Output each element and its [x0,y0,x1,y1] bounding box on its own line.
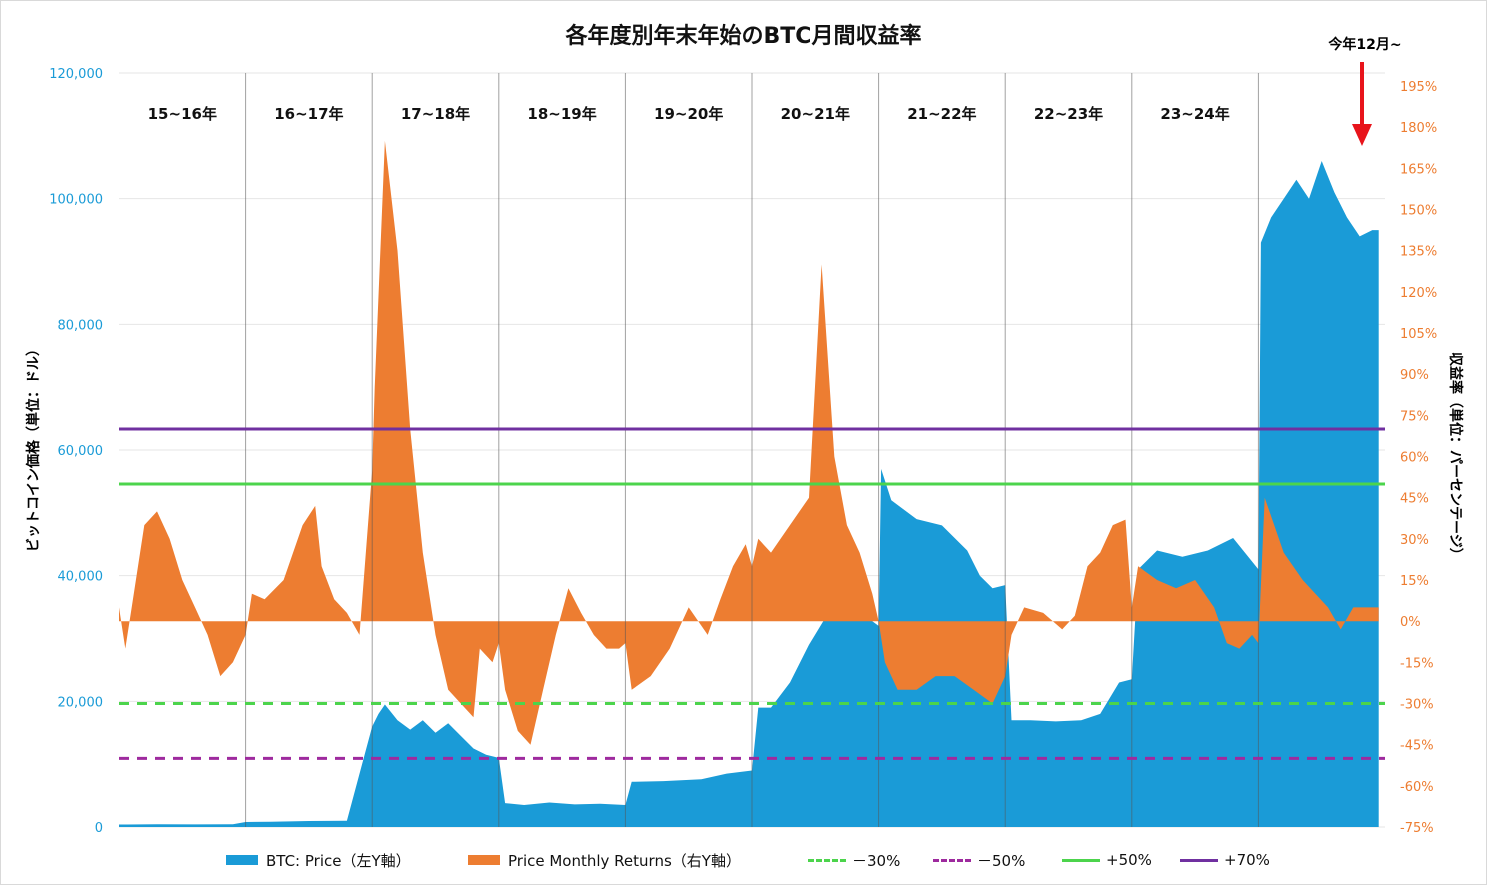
arrow-head [1352,124,1372,146]
period-labels: 15~16年 16~17年 17~18年 18~19年 19~20年 20~21年 21~2… [148,105,1230,123]
legend-item-minus30: －30% [808,848,900,872]
period-label-1: 16~17年 [274,105,343,123]
left-axis-ticks: 0 20,000 40,000 60,000 80,000 100,000 120,000 [49,67,103,836]
legend-swatch-returns [468,855,500,865]
current-december-annotation: 今年12月~ [1328,37,1402,53]
period-label-0: 15~16年 [148,105,217,123]
legend-swatch-minus50 [933,858,971,862]
period-label-7: 22~23年 [1034,105,1103,123]
legend-label-plus50: +50% [1106,851,1152,869]
right-tick-label-13: 120% [1400,286,1437,301]
right-tick-label-0: -75% [1400,821,1434,836]
period-label-4: 19~20年 [654,105,723,123]
left-axis-title: ビットコイン価格（単位：ドル） [26,342,42,552]
right-tick-label-17: 180% [1400,121,1437,136]
right-tick-label-15: 150% [1400,204,1437,219]
left-tick-label-4: 80,000 [58,318,104,333]
legend-label-minus50: －50% [977,851,1026,870]
right-tick-label-7: 30% [1400,533,1429,548]
period-dividers [245,73,1259,827]
right-tick-label-4: -15% [1400,656,1434,671]
right-tick-label-10: 75% [1400,409,1429,424]
right-tick-label-16: 165% [1400,162,1437,177]
right-tick-label-1: -60% [1400,780,1434,795]
left-tick-label-3: 60,000 [58,444,104,459]
right-tick-label-2: -45% [1400,739,1434,754]
left-tick-label-2: 40,000 [58,570,104,585]
right-axis-ticks: -75% -60% -45% -30% -15% 0% 15% 30% 45% 60% 75% 90%… [1400,80,1437,836]
period-label-8: 23~24年 [1160,105,1229,123]
legend-item-plus50: +50% [1062,848,1152,872]
chart-title: 各年度別年末年始のBTC月間収益率 [565,24,922,49]
legend-item-minus50: －50% [933,848,1025,872]
left-tick-label-6: 120,000 [49,67,103,82]
legend-swatch-price [226,855,258,865]
right-tick-label-18: 195% [1400,80,1437,95]
legend-swatch-plus50 [1062,858,1100,862]
period-label-6: 21~22年 [907,105,976,123]
period-label-2: 17~18年 [401,105,470,123]
right-tick-label-6: 15% [1400,574,1429,589]
legend-label-minus30: －30% [852,851,901,870]
left-tick-label-0: 0 [95,821,103,836]
period-label-3: 18~19年 [527,105,596,123]
left-tick-label-5: 100,000 [49,193,103,208]
legend-swatch-plus70 [1180,858,1218,862]
legend-item-price: BTC: Price（左Y軸） [226,848,411,872]
right-tick-label-9: 60% [1400,451,1429,466]
reference-lines [119,427,1385,760]
right-tick-label-8: 45% [1400,492,1429,507]
left-tick-label-1: 20,000 [58,695,104,710]
right-tick-label-12: 105% [1400,327,1437,342]
period-label-5: 20~21年 [781,105,850,123]
legend-swatch-minus30 [808,858,846,862]
right-tick-label-14: 135% [1400,245,1437,260]
right-tick-label-3: -30% [1400,698,1434,713]
legend-item-plus70: +70% [1180,848,1270,872]
legend-item-returns: Price Monthly Returns（右Y軸） [468,848,741,872]
red-arrow-annotation [1352,62,1372,146]
right-tick-label-11: 90% [1400,368,1429,383]
legend-label-plus70: +70% [1224,851,1270,869]
legend: BTC: Price（左Y軸） Price Monthly Returns（右Y… [0,848,1487,872]
price-area-layer [119,161,1379,827]
right-tick-label-5: 0% [1400,615,1421,630]
legend-label-returns: Price Monthly Returns（右Y軸） [508,851,741,870]
series-price-area [119,161,1379,827]
right-axis-title: 収益率（単位：パーセンテージ） [1447,352,1463,562]
legend-label-price: BTC: Price（左Y軸） [266,851,411,870]
